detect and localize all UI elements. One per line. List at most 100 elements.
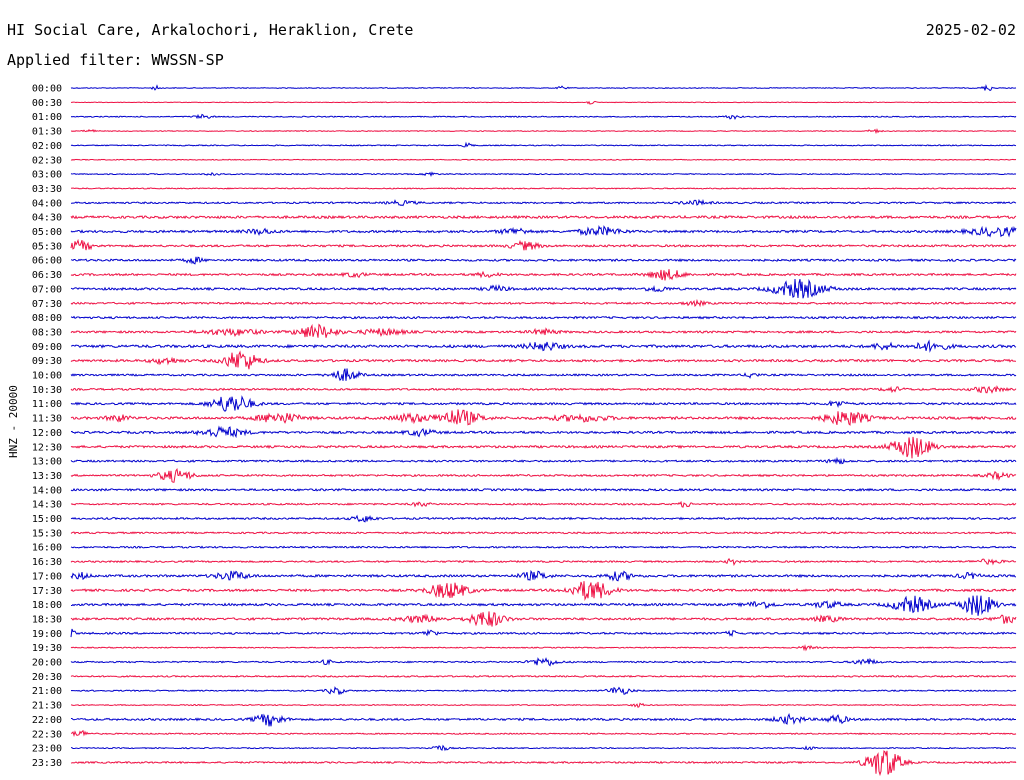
time-label: 23:00 <box>32 744 62 755</box>
time-label: 01:00 <box>32 112 62 123</box>
time-label: 20:00 <box>32 658 62 669</box>
station-title: HI Social Care, Arkalochori, Heraklion, … <box>7 21 414 39</box>
time-label: 03:00 <box>32 170 62 181</box>
time-label: 21:30 <box>32 701 62 712</box>
trace-line <box>70 278 1017 299</box>
time-label: 10:30 <box>32 385 62 396</box>
trace-line <box>70 141 1017 148</box>
date-label: 2025-02-02 <box>925 21 1016 39</box>
trace-line <box>70 269 1017 281</box>
time-label: 22:30 <box>32 729 62 740</box>
trace-line <box>70 171 1017 178</box>
time-label: 06:00 <box>32 256 62 267</box>
trace-line <box>70 158 1017 161</box>
time-label: 17:30 <box>32 586 62 597</box>
trace-line <box>70 187 1017 190</box>
trace-line <box>70 395 1017 412</box>
trace-line <box>70 712 1017 727</box>
trace-line <box>70 456 1017 465</box>
time-label: 04:30 <box>32 213 62 224</box>
time-label: 17:00 <box>32 571 62 582</box>
trace-line <box>70 425 1017 439</box>
time-label: 02:30 <box>32 155 62 166</box>
trace-line <box>70 238 1017 251</box>
trace-line <box>71 198 1017 207</box>
trace-line <box>70 350 1017 370</box>
time-label: 05:00 <box>32 227 62 238</box>
trace-line <box>70 409 1017 426</box>
time-label: 12:30 <box>32 442 62 453</box>
time-label: 11:00 <box>32 399 62 410</box>
trace-line <box>70 702 1017 708</box>
time-label: 10:00 <box>32 371 62 382</box>
time-label: 15:30 <box>32 528 62 539</box>
time-label: 09:30 <box>32 356 62 367</box>
trace-line <box>70 657 1017 667</box>
time-label: 11:30 <box>32 414 62 425</box>
trace-line <box>70 385 1017 394</box>
trace-line <box>70 750 1017 777</box>
time-label: 18:30 <box>32 614 62 625</box>
time-label: 16:30 <box>32 557 62 568</box>
time-label: 19:00 <box>32 629 62 640</box>
trace-line <box>70 225 1017 238</box>
trace-line <box>70 581 1017 601</box>
time-label: 03:30 <box>32 184 62 195</box>
trace-line <box>70 531 1017 535</box>
trace-line <box>70 339 1017 353</box>
trace-line <box>70 315 1017 320</box>
trace-line <box>70 298 1017 308</box>
time-label: 16:00 <box>32 543 62 554</box>
trace-line <box>70 84 1017 92</box>
trace-line <box>70 500 1017 508</box>
time-label: 13:30 <box>32 471 62 482</box>
time-label: 02:00 <box>32 141 62 152</box>
trace-line <box>70 323 1017 338</box>
time-label: 18:00 <box>32 600 62 611</box>
time-label: 19:30 <box>32 643 62 654</box>
trace-line <box>70 514 1017 523</box>
time-label: 09:00 <box>32 342 62 353</box>
time-label: 00:30 <box>32 98 62 109</box>
time-label: 07:00 <box>32 284 62 295</box>
trace-line <box>70 729 1017 737</box>
time-label: 08:30 <box>32 327 62 338</box>
trace-line <box>70 128 1017 135</box>
time-label: 01:30 <box>32 127 62 138</box>
trace-line <box>70 487 1017 492</box>
trace-line <box>70 569 1017 582</box>
filter-label: Applied filter: WWSSN-SP <box>7 51 224 69</box>
trace-line <box>70 368 1017 382</box>
trace-line <box>70 256 1017 265</box>
time-label: 22:00 <box>32 715 62 726</box>
time-label: 14:00 <box>32 485 62 496</box>
trace-line <box>70 545 1017 549</box>
trace-line <box>70 674 1017 678</box>
trace-line <box>70 557 1017 567</box>
time-label: 06:30 <box>32 270 62 281</box>
trace-line <box>70 686 1017 695</box>
trace-line <box>70 100 1017 105</box>
time-label: 15:00 <box>32 514 62 525</box>
time-label: 23:30 <box>32 758 62 769</box>
time-label: 20:30 <box>32 672 62 683</box>
time-label: 08:00 <box>32 313 62 324</box>
trace-line <box>70 467 1017 483</box>
time-label: 05:30 <box>32 241 62 252</box>
trace-line <box>70 644 1017 652</box>
time-label: 04:00 <box>32 198 62 209</box>
trace-line <box>70 611 1017 627</box>
time-label: 00:00 <box>32 84 62 95</box>
trace-line <box>70 436 1017 459</box>
time-label: 13:00 <box>32 457 62 468</box>
time-label: 07:30 <box>32 299 62 310</box>
time-label: 21:00 <box>32 686 62 697</box>
trace-line <box>70 214 1017 220</box>
trace-line <box>70 113 1017 120</box>
trace-line <box>70 628 1017 638</box>
trace-line <box>70 595 1017 616</box>
trace-line <box>70 744 1017 752</box>
time-label: 12:00 <box>32 428 62 439</box>
time-label: 14:30 <box>32 500 62 511</box>
